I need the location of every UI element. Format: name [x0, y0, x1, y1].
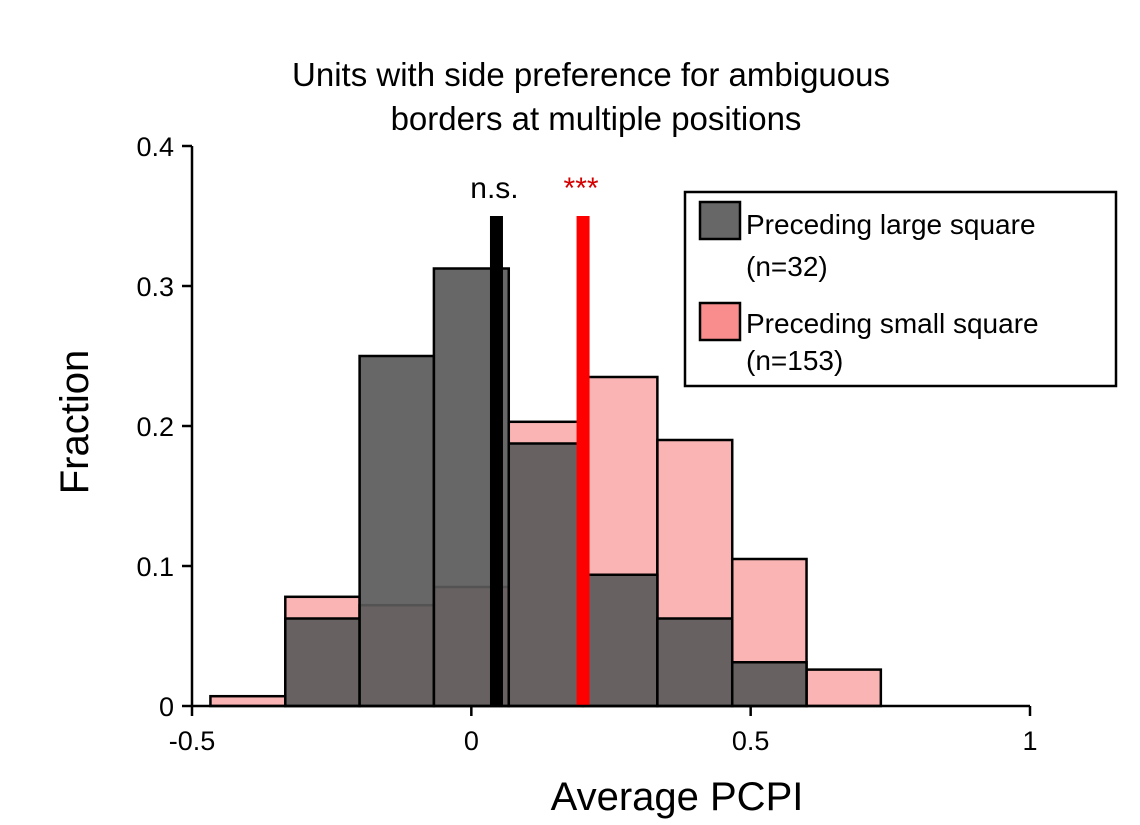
y-tick-label: 0: [159, 692, 174, 722]
axis-ticks: -0.5 0 0.5 1 0 0.1 0.2 0.3 0.4: [136, 132, 1037, 756]
legend-swatch-large: [698, 200, 742, 241]
y-tick-label: 0.2: [136, 412, 174, 442]
y-tick-label: 0.3: [136, 272, 174, 302]
x-tick-label: -0.5: [169, 726, 216, 756]
x-axis-label: Average PCPI: [551, 775, 804, 819]
legend: Preceding large square (n=32) Preceding …: [683, 190, 1118, 388]
x-tick-label: 1: [1022, 726, 1037, 756]
y-tick-label: 0.1: [136, 552, 174, 582]
chart-title-line-1: Units with side preference for ambiguous: [292, 56, 890, 93]
legend-swatch-small: [698, 301, 742, 342]
significance-label: ***: [564, 172, 599, 205]
y-tick-label: 0.4: [136, 132, 174, 162]
large-square-bar: [656, 617, 734, 708]
mean-lines: n.s. ***: [470, 172, 599, 706]
x-tick-label: 0.5: [732, 726, 770, 756]
legend-label-large: Preceding large square: [746, 209, 1036, 240]
large-square-bar: [284, 617, 361, 708]
small-square-bar: [805, 668, 883, 708]
significance-label: n.s.: [470, 172, 518, 205]
y-axis-label: Fraction: [53, 350, 97, 495]
small-square-bar: [209, 694, 287, 708]
legend-box: [683, 190, 1118, 388]
large-square-bar: [507, 442, 585, 708]
x-tick-label: 0: [464, 726, 479, 756]
large-square-bar: [358, 354, 436, 708]
legend-n-small: (n=153): [746, 345, 843, 376]
large-square-bar: [581, 573, 659, 708]
large-square-bar: [730, 661, 808, 708]
legend-label-small: Preceding small square: [746, 308, 1039, 339]
legend-n-large: (n=32): [746, 251, 828, 282]
chart-title-line-2: borders at multiple positions: [391, 100, 802, 137]
